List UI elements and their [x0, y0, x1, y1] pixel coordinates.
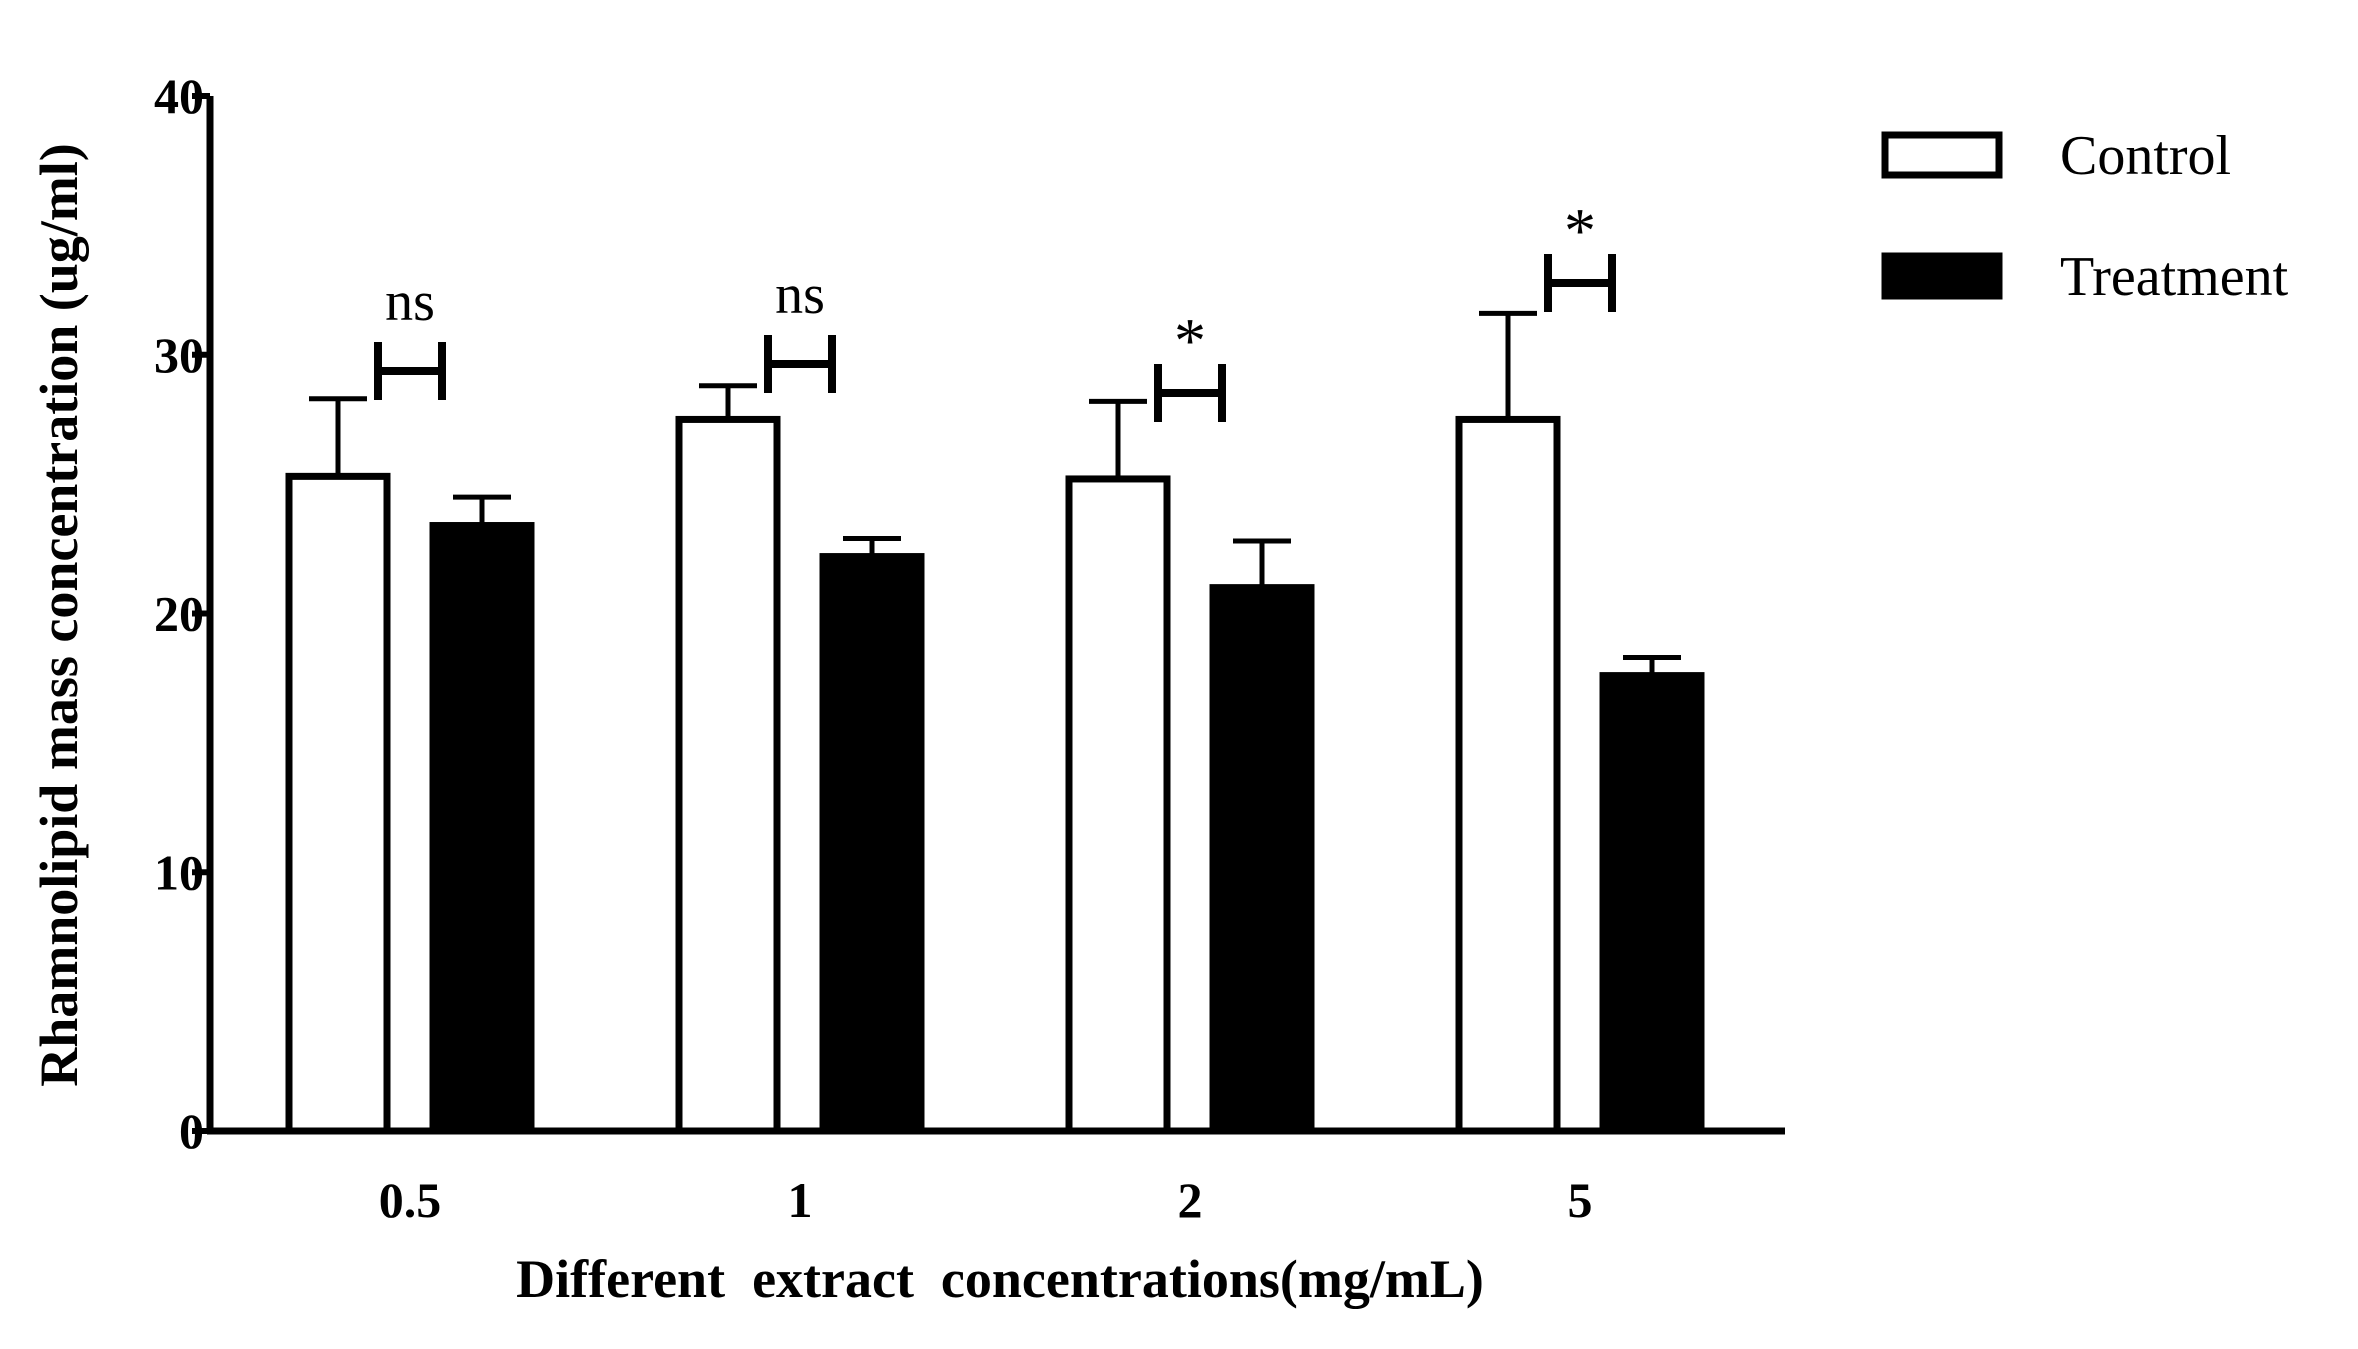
y-axis-title: Rhamnolipid mass concentration (ug/ml) — [29, 143, 89, 1087]
bar-control-5 — [1455, 415, 1561, 1135]
significance-label: ns — [775, 264, 825, 326]
x-tick-label: 5 — [1568, 1172, 1593, 1228]
bar-treatment-2 — [1209, 584, 1315, 1135]
bar-treatment-5 — [1599, 672, 1705, 1135]
y-tick-label: 30 — [154, 327, 204, 383]
y-tick-label: 0 — [179, 1103, 204, 1159]
plot-area: ns ns * * 0 10 20 30 40 0.5 1 2 5 — [154, 68, 1785, 1228]
bar-treatment-1 — [819, 553, 925, 1135]
bar-control-1 — [675, 415, 781, 1135]
y-tick-label: 40 — [154, 68, 204, 124]
bar-control-2 — [1065, 475, 1171, 1135]
significance-label: * — [1564, 195, 1596, 266]
y-tick-label: 20 — [154, 586, 204, 642]
legend-swatch-treatment — [1881, 252, 2003, 300]
legend-label-control: Control — [2060, 125, 2231, 187]
bar-treatment-0.5 — [429, 522, 535, 1135]
significance-label: ns — [385, 271, 435, 333]
legend-swatch-control — [1881, 131, 2003, 179]
y-tick-label: 10 — [154, 844, 204, 900]
x-tick-label: 0.5 — [379, 1172, 442, 1228]
legend: Control Treatment — [1881, 125, 2289, 308]
significance-label: * — [1174, 305, 1206, 376]
x-tick-label: 1 — [788, 1172, 813, 1228]
x-tick-label: 2 — [1178, 1172, 1203, 1228]
legend-label-treatment: Treatment — [2060, 246, 2289, 308]
bar-control-0.5 — [285, 472, 391, 1135]
x-axis-title: Different extract concentrations(mg/mL) — [516, 1249, 1484, 1309]
